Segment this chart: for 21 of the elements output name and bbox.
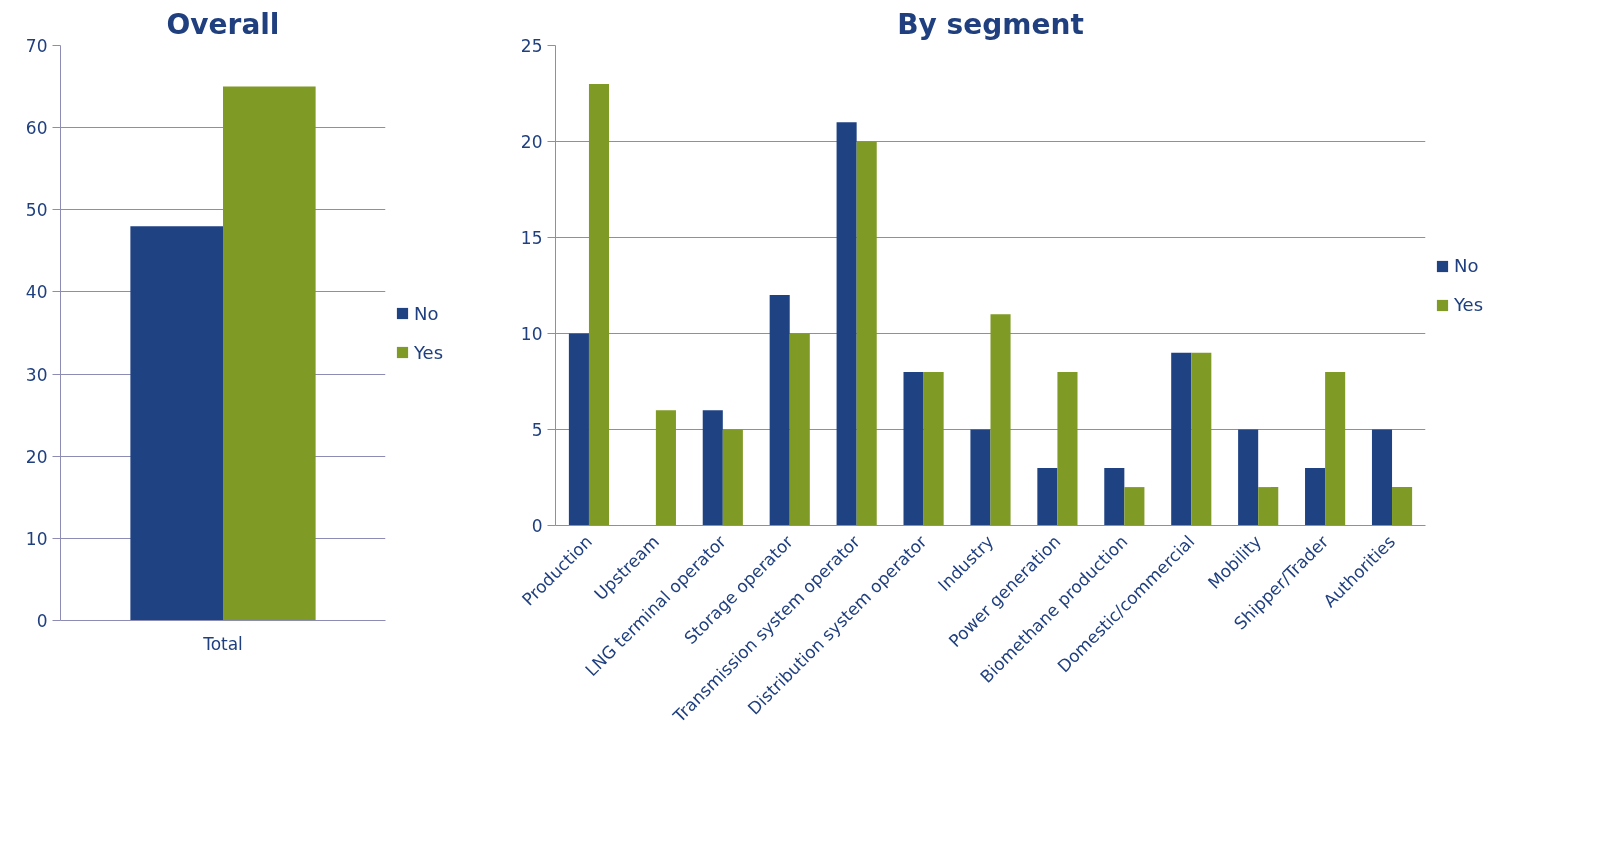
chart-title: By segment [897, 7, 1084, 41]
legend-label: No [1454, 255, 1479, 276]
legend-label: Yes [1454, 294, 1484, 315]
y-tick-label: 25 [520, 36, 543, 56]
x-tick-label: Total [202, 633, 243, 654]
legend-label: Yes [414, 341, 444, 363]
y-tick-label: 5 [531, 420, 543, 440]
y-tick-label: 30 [25, 364, 48, 385]
y-tick-label: 20 [520, 132, 543, 152]
y-tick-label: 40 [25, 282, 48, 303]
y-tick-label: 10 [520, 324, 543, 344]
y-tick-label: 10 [25, 528, 48, 549]
y-tick-label: 20 [25, 446, 48, 467]
legend-label: No [414, 302, 439, 324]
y-tick-label: 15 [520, 228, 543, 248]
y-tick-label: 60 [25, 118, 48, 139]
chart-title: Overall [166, 7, 280, 41]
y-tick-label: 50 [25, 200, 48, 221]
y-tick-label: 70 [25, 36, 48, 56]
y-tick-label: 0 [36, 611, 48, 631]
y-tick-label: 0 [531, 516, 543, 536]
